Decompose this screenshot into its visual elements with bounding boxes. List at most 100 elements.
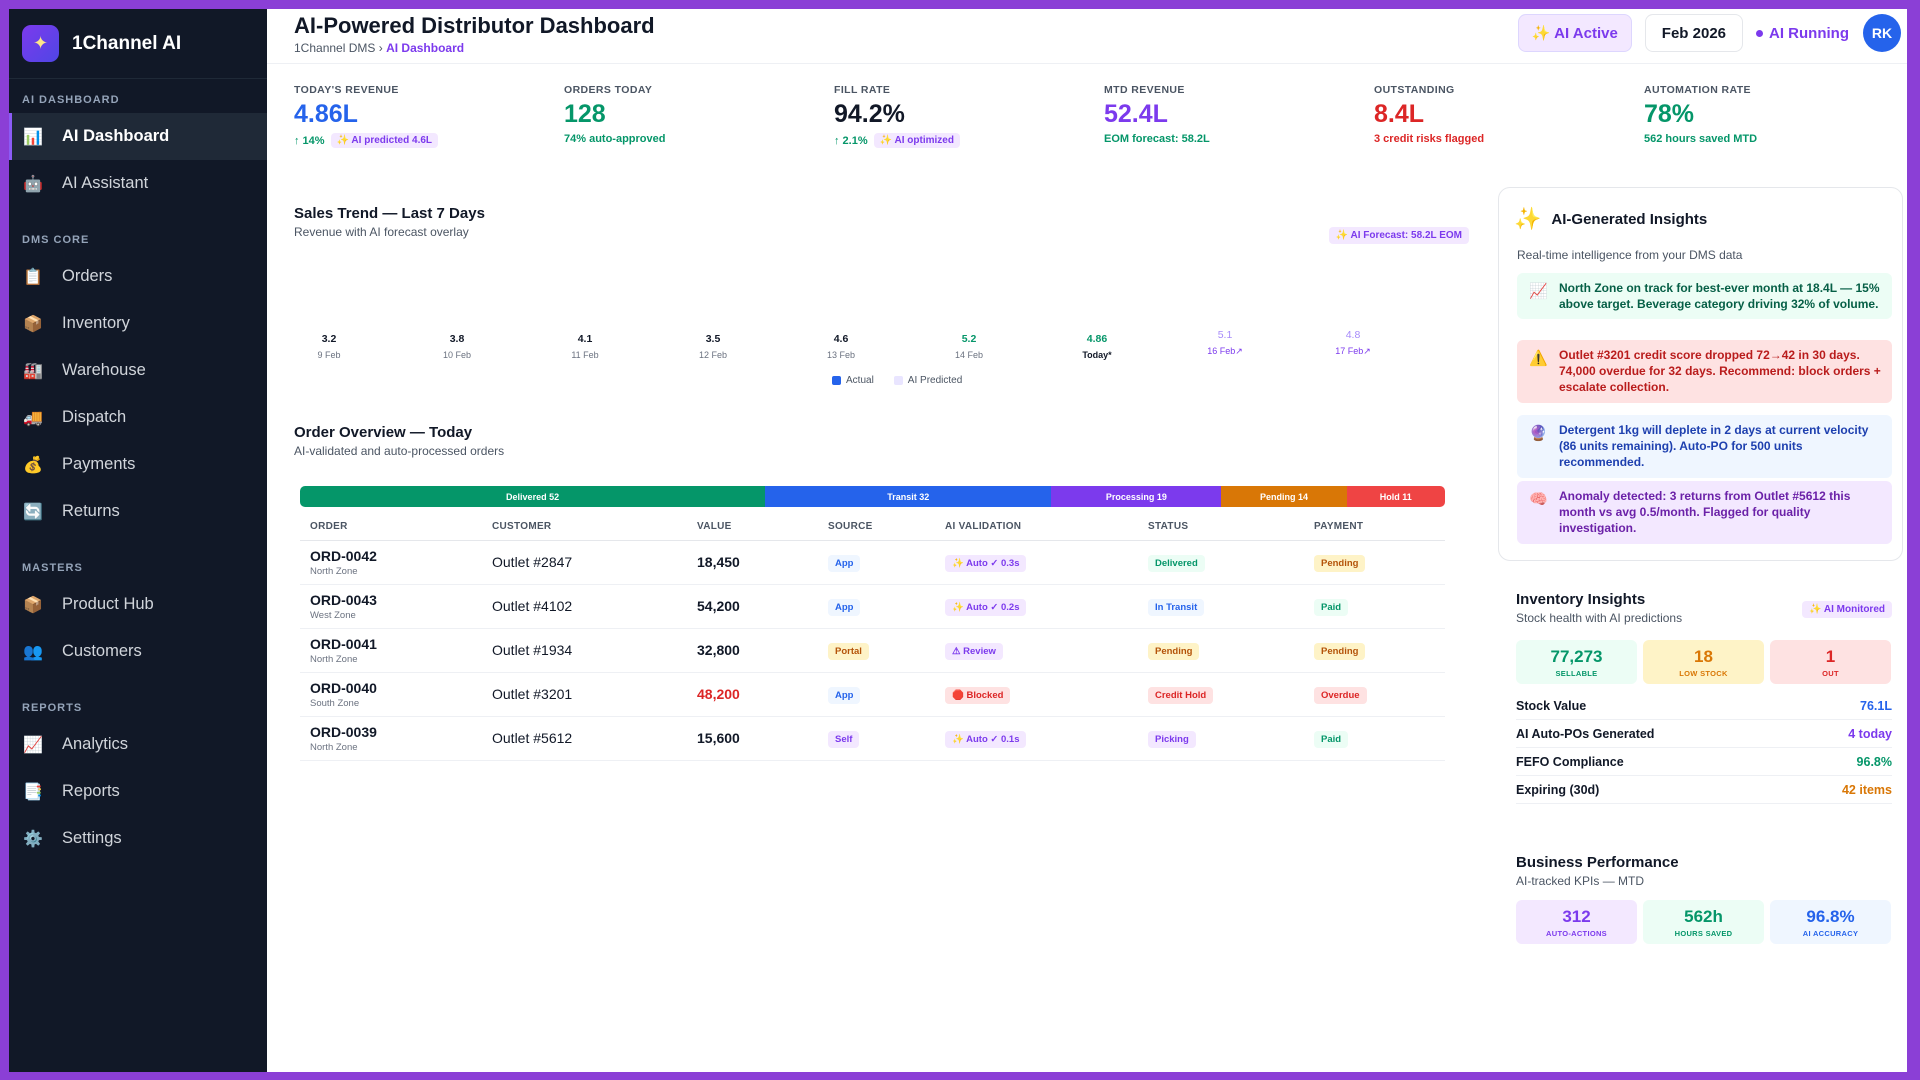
table-row[interactable]: ORD-0042 North Zone Outlet #2847 18,450 App ✨…	[300, 540, 1445, 585]
kpi-card-orders-today[interactable]: ORDERS TODAY 128 74% auto-approved	[564, 84, 834, 184]
kpi-value: 8.4L	[1374, 100, 1425, 128]
trend-point[interactable]: 3.8 10 Feb	[417, 333, 497, 360]
metric-value: 42 items	[1841, 782, 1892, 797]
order-zone: North Zone	[310, 653, 358, 665]
order-segment-processing[interactable]: Processing 19	[1051, 486, 1222, 507]
kpi-card-fill-rate[interactable]: FILL RATE 94.2% ↑ 2.1% ✨ AI optimized	[834, 84, 1104, 184]
insight-item[interactable]: 🔮 Detergent 1kg will deplete in 2 days at…	[1517, 415, 1892, 478]
metric-tile-low-stock[interactable]: 18 LOW STOCK	[1643, 640, 1764, 684]
trend-point[interactable]: 5.2 14 Feb	[929, 333, 1009, 360]
breadcrumb: 1Channel DMS › AI Dashboard	[294, 41, 464, 55]
inventory-metric-row[interactable]: Stock Value 76.1L	[1516, 692, 1892, 720]
tile-label: LOW STOCK	[1679, 668, 1728, 678]
avatar[interactable]: RK	[1863, 14, 1901, 52]
order-value: 32,800	[697, 642, 740, 658]
truck-icon: 🚚	[23, 409, 43, 427]
table-row[interactable]: ORD-0041 North Zone Outlet #1934 32,800 Port…	[300, 628, 1445, 673]
metric-tile-hours-saved[interactable]: 562h HOURS SAVED	[1643, 900, 1764, 944]
legend-predicted-label: AI Predicted	[907, 375, 963, 386]
order-zone: South Zone	[310, 697, 360, 709]
trend-date-label: 11 Feb	[571, 350, 599, 360]
order-zone: West Zone	[310, 609, 356, 621]
sidebar-item-inventory[interactable]: 📦 Inventory	[9, 300, 267, 347]
date-selector[interactable]: Feb 2026	[1644, 14, 1744, 52]
order-segment-transit[interactable]: Transit 32	[765, 486, 1052, 507]
kpi-card-automation-rate[interactable]: AUTOMATION RATE 78% 562 hours saved MTD	[1644, 84, 1907, 184]
order-segment-pending[interactable]: Pending 14	[1221, 486, 1347, 507]
table-row[interactable]: ORD-0039 North Zone Outlet #5612 15,600 Self…	[300, 716, 1445, 761]
ai-active-button[interactable]: ✨ AI Active	[1517, 14, 1632, 52]
insight-item[interactable]: ⚠️ Outlet #3201 credit score dropped 72→4…	[1517, 340, 1892, 403]
tile-value: 562h	[1684, 906, 1723, 926]
kpi-card-outstanding[interactable]: OUTSTANDING 8.4L 3 credit risks flagged	[1374, 84, 1644, 184]
trend-point[interactable]: 3.5 12 Feb	[673, 333, 753, 360]
metric-tile-sellable[interactable]: 77,273 SELLABLE	[1516, 640, 1637, 684]
order-value: 54,200	[697, 598, 740, 614]
payment-badge: Pending	[1314, 642, 1366, 660]
ai-validation-cell: ✨ Auto ✓ 0.1s	[935, 716, 1138, 761]
money-bag-icon: 💰	[23, 456, 43, 474]
sidebar-item-customers[interactable]: 👥 Customers	[9, 628, 267, 675]
inventory-metric-row[interactable]: Expiring (30d) 42 items	[1516, 776, 1892, 804]
sidebar-item-settings[interactable]: ⚙️ Settings	[9, 815, 267, 862]
order-id[interactable]: ORD-0040	[310, 679, 377, 696]
brain-icon: 🧠	[1529, 491, 1548, 508]
trend-point[interactable]: 4.1 11 Feb	[545, 333, 625, 360]
sidebar-item-dispatch[interactable]: 🚚 Dispatch	[9, 394, 267, 441]
sidebar-item-ai-dashboard[interactable]: 📊 AI Dashboard	[9, 113, 267, 160]
kpi-subtext: EOM forecast: 58.2L	[1104, 133, 1374, 145]
insight-item[interactable]: 📈 North Zone on track for best-ever month…	[1517, 273, 1892, 320]
sidebar-item-payments[interactable]: 💰 Payments	[9, 441, 267, 488]
order-id[interactable]: ORD-0042	[310, 547, 377, 564]
customer-cell: Outlet #1934	[482, 628, 687, 673]
payment-badge: Paid	[1314, 598, 1349, 616]
insight-text: North Zone on track for best-ever month …	[1559, 281, 1880, 312]
trend-point[interactable]: 3.2 9 Feb	[289, 333, 369, 360]
app-frame: ✦ 1Channel AI AI DASHBOARD 📊 AI Dashboard 🤖…	[9, 9, 1907, 1072]
metric-tile-auto-actions[interactable]: 312 AUTO-ACTIONS	[1516, 900, 1637, 944]
status-cell: In Transit	[1138, 584, 1304, 629]
trend-point[interactable]: 5.1 16 Feb↗	[1185, 329, 1265, 357]
trend-point[interactable]: 4.6 13 Feb	[801, 333, 881, 360]
inventory-metric-row[interactable]: FEFO Compliance 96.8%	[1516, 748, 1892, 776]
kpi-card-today-s-revenue[interactable]: TODAY'S REVENUE 4.86L ↑ 14% ✨ AI predicted …	[294, 84, 564, 184]
trend-point[interactable]: 4.86 Today*	[1057, 333, 1137, 360]
ai-validation-cell: ⚠ Review	[935, 628, 1138, 673]
insight-item[interactable]: 🧠 Anomaly detected: 3 returns from Outlet…	[1517, 481, 1892, 544]
order-id[interactable]: ORD-0039	[310, 723, 377, 740]
status-cell: Picking	[1138, 716, 1304, 761]
sidebar-item-ai-assistant[interactable]: 🤖 AI Assistant	[9, 160, 267, 207]
sidebar-item-returns[interactable]: 🔄 Returns	[9, 488, 267, 535]
trend-date-label: 14 Feb	[954, 350, 984, 360]
trend-point[interactable]: 4.8 17 Feb↗	[1313, 329, 1393, 357]
breadcrumb-root[interactable]: 1Channel DMS	[294, 41, 376, 55]
tile-value: 96.8%	[1806, 906, 1855, 926]
order-segment-hold[interactable]: Hold 11	[1346, 486, 1445, 507]
sidebar-item-product-hub[interactable]: 📦 Product Hub	[9, 581, 267, 628]
source-cell: Self	[818, 716, 935, 761]
inventory-metric-row[interactable]: AI Auto-POs Generated 4 today	[1516, 720, 1892, 748]
status-badge: Picking	[1148, 730, 1196, 748]
customer-name: Outlet #1934	[492, 642, 573, 658]
ai-tag-badge: ✨ AI optimized	[873, 133, 960, 148]
status-badge: Pending	[1148, 642, 1200, 660]
order-id[interactable]: ORD-0041	[310, 635, 377, 652]
metric-tile-ai-accuracy[interactable]: 96.8% AI ACCURACY	[1770, 900, 1891, 944]
status-dot-icon	[1756, 29, 1764, 37]
order-id[interactable]: ORD-0043	[310, 591, 377, 608]
kpi-subtext-label: ↑ 14%	[294, 134, 325, 147]
table-row[interactable]: ORD-0040 South Zone Outlet #3201 48,200 App 🛑…	[300, 672, 1445, 717]
sparkles-icon: ✨	[1514, 206, 1542, 231]
sidebar-item-reports[interactable]: 📑 Reports	[9, 768, 267, 815]
sidebar-item-analytics[interactable]: 📈 Analytics	[9, 721, 267, 768]
brand[interactable]: ✦ 1Channel AI	[9, 9, 267, 79]
source-badge: App	[828, 598, 861, 616]
table-row[interactable]: ORD-0043 West Zone Outlet #4102 54,200 App ✨ …	[300, 584, 1445, 629]
metric-tile-out[interactable]: 1 OUT	[1770, 640, 1891, 684]
order-segment-delivered[interactable]: Delivered 52	[300, 486, 766, 507]
kpi-card-mtd-revenue[interactable]: MTD REVENUE 52.4L EOM forecast: 58.2L	[1104, 84, 1374, 184]
sidebar-item-orders[interactable]: 📋 Orders	[9, 253, 267, 300]
sidebar-item-warehouse[interactable]: 🏭 Warehouse	[9, 347, 267, 394]
trend-date-label: 9 Feb	[317, 350, 341, 360]
customer-cell: Outlet #4102	[482, 584, 687, 629]
